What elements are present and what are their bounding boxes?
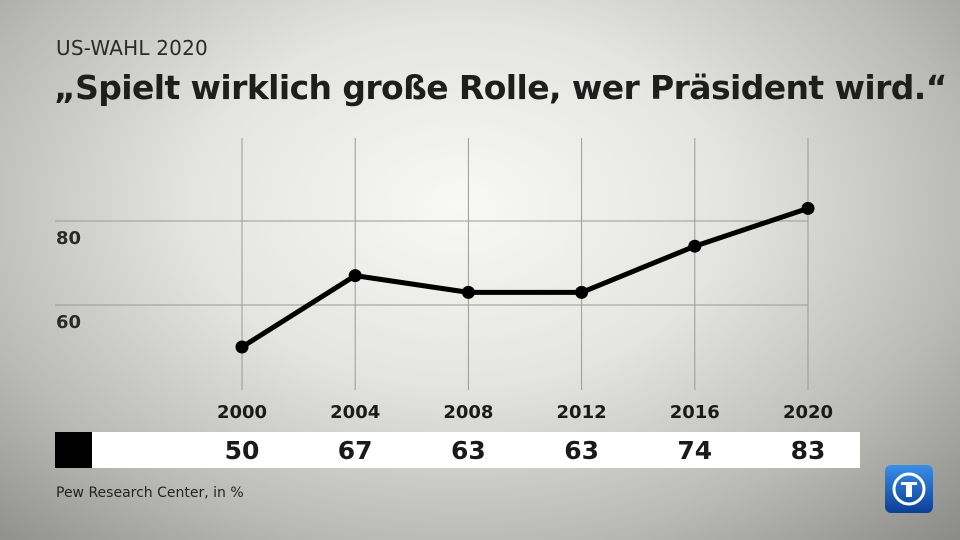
x-tick-label: 2000 [217,402,267,423]
series-swatch [55,432,92,468]
x-tick-label: 2008 [443,402,493,423]
tagesschau-logo-icon [885,465,933,513]
x-tick-label: 2016 [670,402,720,423]
source-note: Pew Research Center, in % [56,485,244,501]
y-tick-label: 80 [56,228,81,249]
data-point-2008 [461,285,475,299]
data-point-2004 [348,269,362,283]
data-point-2016 [688,239,702,253]
band-value-2000: 50 [224,436,260,465]
x-tick-label: 2020 [783,402,833,423]
y-tick-label: 60 [56,312,81,333]
data-point-2000 [235,340,249,354]
value-band: 50 67 63 63 74 83 [55,432,860,468]
band-value-2012: 63 [564,436,599,465]
data-point-2012 [575,285,589,299]
chart-title: „Spielt wirklich große Rolle, wer Präsid… [54,68,947,107]
x-tick-label: 2012 [557,402,607,423]
band-value-2016: 74 [677,436,713,465]
x-tick-label: 2004 [330,402,380,423]
series-line [239,205,811,350]
band-value-2004: 67 [337,436,373,465]
data-point-2020 [801,201,815,215]
band-value-2020: 83 [790,436,826,465]
chart-kicker: US-WAHL 2020 [56,36,208,60]
band-value-2008: 63 [450,436,486,465]
